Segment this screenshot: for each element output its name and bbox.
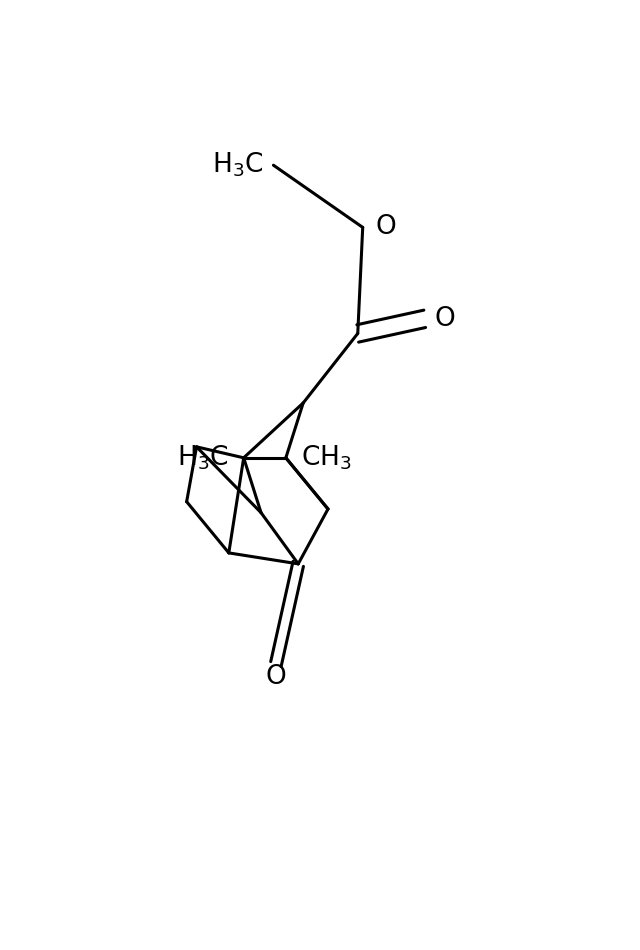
Text: H$_3$C: H$_3$C bbox=[212, 151, 264, 180]
Text: CH$_3$: CH$_3$ bbox=[301, 444, 351, 472]
Text: H$_3$C: H$_3$C bbox=[177, 444, 229, 472]
Text: O: O bbox=[375, 215, 396, 240]
Text: O: O bbox=[435, 306, 456, 332]
Text: O: O bbox=[266, 664, 286, 690]
